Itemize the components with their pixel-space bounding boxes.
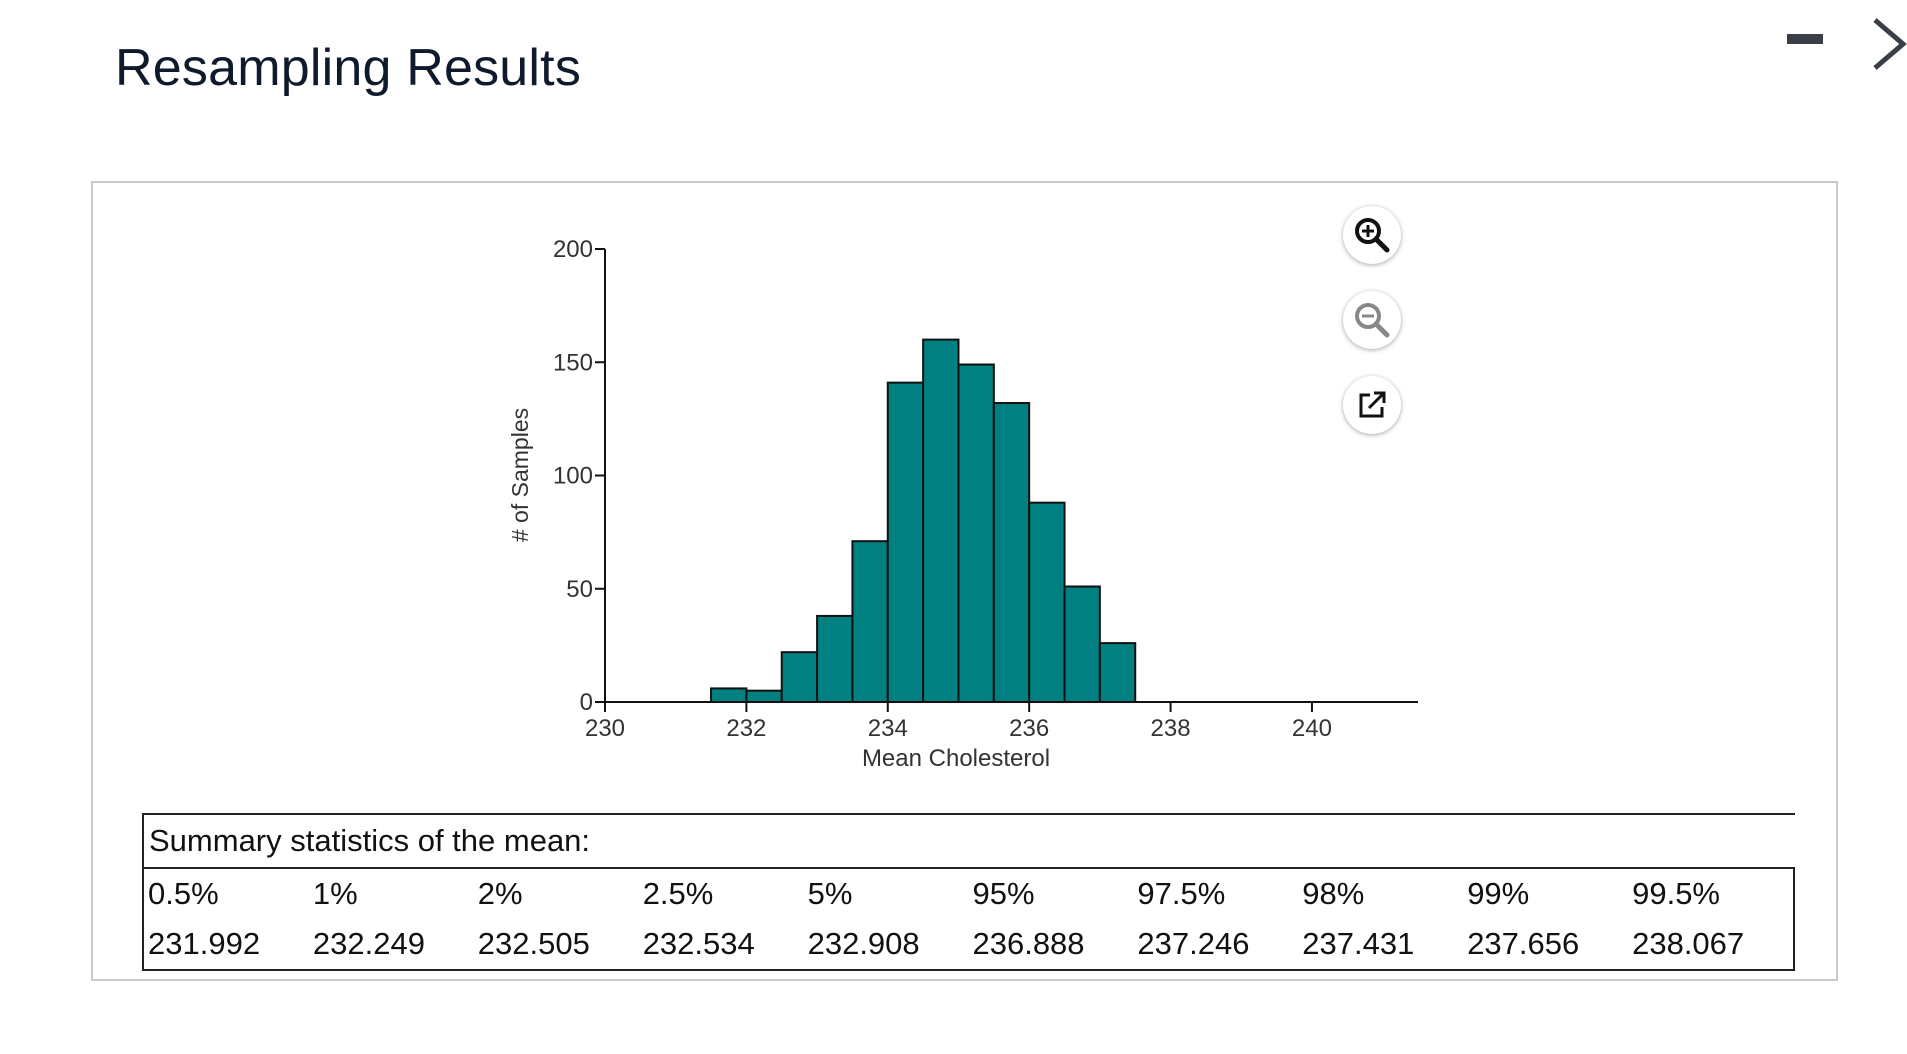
percentile-header: 2.5% — [642, 876, 714, 911]
zoom-in-button[interactable] — [1343, 206, 1401, 264]
page-title: Resampling Results — [115, 39, 582, 97]
percentile-header: 0.5% — [148, 876, 219, 911]
x-tick-label: 232 — [726, 715, 766, 742]
zoom-in-icon — [1355, 218, 1390, 253]
chart-axes: 0 50 100 150 200 230 232 234 236 238 240 — [553, 236, 1418, 742]
percentile-value: 238.067 — [1632, 926, 1745, 961]
histogram-bar — [922, 338, 960, 703]
zoom-out-icon — [1355, 303, 1390, 338]
histogram-bar — [1098, 642, 1137, 703]
percentile-value: 232.249 — [312, 926, 425, 961]
percentile-header: 5% — [807, 876, 853, 911]
histogram-bar — [816, 614, 854, 703]
zoom-out-button[interactable] — [1343, 291, 1401, 349]
histogram-bar — [1063, 585, 1101, 703]
popout-button[interactable] — [1343, 376, 1401, 434]
histogram-bar — [710, 687, 748, 704]
close-icon[interactable] — [1863, 14, 1907, 74]
summary-table: Summary statistics of the mean: 0.5% 1% … — [142, 813, 1795, 971]
percentile-value: 232.908 — [807, 926, 920, 961]
y-tick-label: 200 — [553, 236, 593, 263]
histogram-bar — [992, 402, 1031, 704]
histogram-bar — [851, 540, 889, 703]
y-tick-label: 50 — [566, 576, 593, 603]
x-tick-label: 238 — [1151, 715, 1191, 742]
percentile-value: 237.431 — [1302, 926, 1415, 961]
histogram-bar — [957, 363, 995, 703]
summary-grid: 0.5% 1% 2% 2.5% 5% 95% 97.5% 98% 99% 99.… — [142, 867, 1795, 971]
x-tick-label: 236 — [1009, 715, 1049, 742]
x-axis-label: Mean Cholesterol — [862, 745, 1050, 772]
percentile-header: 2% — [477, 876, 523, 911]
histogram-bars — [710, 338, 1137, 704]
histogram-bar — [745, 689, 783, 703]
minimize-icon[interactable] — [1787, 34, 1823, 44]
y-tick-label: 150 — [553, 349, 593, 376]
y-tick-label: 100 — [553, 463, 593, 490]
external-link-icon — [1359, 391, 1386, 418]
percentile-header: 97.5% — [1137, 876, 1226, 911]
y-axis-label: # of Samples — [507, 408, 533, 542]
results-panel: 0 50 100 150 200 230 232 234 236 238 240 # of Samp… — [91, 181, 1838, 981]
x-tick-label: 230 — [585, 715, 625, 742]
x-tick-label: 240 — [1292, 715, 1332, 742]
histogram-bar — [780, 651, 819, 704]
percentile-header: 1% — [312, 876, 358, 911]
percentile-value: 232.505 — [477, 926, 590, 961]
window-controls — [1787, 14, 1907, 74]
percentile-value: 236.888 — [972, 926, 1085, 961]
percentile-header: 95% — [972, 876, 1035, 911]
summary-caption: Summary statistics of the mean: — [142, 813, 1795, 867]
x-tick-label: 234 — [868, 715, 908, 742]
percentile-header: 99.5% — [1632, 876, 1720, 911]
histogram-bar — [1028, 501, 1066, 703]
percentile-header: 99% — [1467, 876, 1530, 911]
histogram-bar — [886, 381, 925, 703]
percentile-value: 232.534 — [642, 926, 755, 961]
percentile-header: 98% — [1302, 876, 1365, 911]
histogram-chart: 0 50 100 150 200 230 232 234 236 238 240 # of Samp… — [507, 236, 1418, 772]
y-tick-label: 0 — [580, 689, 593, 716]
percentile-value: 231.992 — [148, 926, 261, 961]
percentile-value: 237.246 — [1137, 926, 1250, 961]
percentile-value: 237.656 — [1467, 926, 1580, 961]
